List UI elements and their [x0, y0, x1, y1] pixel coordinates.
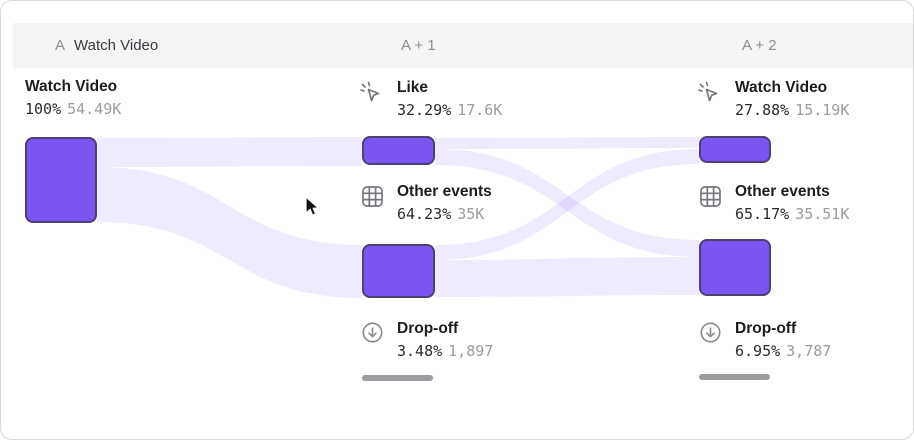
step-stats: 27.88% 15.19K [735, 101, 849, 119]
mouse-cursor-icon [304, 195, 322, 225]
events-grid-icon [361, 185, 384, 213]
step-count: 17.6K [457, 101, 503, 119]
sankey-node-other-events-a2[interactable] [699, 239, 771, 296]
flow-link-watchvideo-otherevents[interactable] [97, 167, 362, 298]
step-count: 35.51K [795, 205, 850, 223]
events-grid-icon [699, 185, 722, 213]
flow-link-watchvideo-like[interactable] [97, 137, 362, 167]
step-header-label: A + 1 [401, 37, 436, 54]
drop-off-bar [699, 374, 770, 380]
flow-link-like-otherevents2[interactable] [435, 149, 699, 257]
sankey-node-watch-video-a2[interactable] [699, 136, 771, 163]
step-percent: 32.29% [397, 101, 452, 119]
step-percent: 65.17% [735, 205, 790, 223]
step-stats: 3.48% 1,897 [397, 342, 493, 360]
flow-link-otherevents-watchvideo2[interactable] [435, 149, 699, 260]
sankey-node-like[interactable] [362, 136, 435, 165]
step-stats: 6.95% 3,787 [735, 342, 831, 360]
drop-off-icon [361, 321, 384, 349]
step-percent: 100% [25, 100, 62, 118]
step-label-watch-video-a2[interactable]: Watch Video [735, 79, 828, 96]
step-percent: 27.88% [735, 101, 790, 119]
step-header-label: Watch Video [74, 37, 159, 54]
step-count: 54.49K [67, 100, 122, 118]
drop-off-icon [699, 321, 722, 349]
step-header-label: A + 2 [742, 37, 777, 54]
step-label-drop-off-a2[interactable]: Drop-off [735, 320, 797, 337]
step-letter: A [55, 37, 66, 54]
flow-link-like-watchvideo2[interactable] [435, 137, 699, 149]
step-count: 35K [457, 205, 485, 223]
step-count: 15.19K [795, 101, 850, 119]
step-label-other-events[interactable]: Other events [397, 183, 492, 200]
step-percent: 64.23% [397, 205, 452, 223]
step-header-a1[interactable]: A + 1 [358, 23, 754, 68]
cursor-click-icon [358, 80, 383, 110]
sankey-node-other-events-a1[interactable] [362, 244, 435, 298]
step-count: 1,897 [448, 342, 494, 360]
step-stats: 100% 54.49K [25, 100, 121, 118]
step-header-a[interactable]: A Watch Video [13, 23, 410, 68]
step-label-drop-off[interactable]: Drop-off [397, 320, 459, 337]
step-stats: 64.23% 35K [397, 205, 484, 223]
sankey-node-watch-video-a[interactable] [25, 137, 97, 223]
drop-off-bar [362, 375, 433, 381]
step-label-like[interactable]: Like [397, 79, 429, 96]
step-percent: 3.48% [397, 342, 443, 360]
flow-link-otherevents-otherevents2[interactable] [435, 257, 699, 297]
step-percent: 6.95% [735, 342, 781, 360]
step-header-a2[interactable]: A + 2 [701, 23, 913, 68]
step-stats: 65.17% 35.51K [735, 205, 849, 223]
step-label-other-events-a2[interactable]: Other events [735, 183, 830, 200]
step-count: 3,787 [786, 342, 832, 360]
step-stats: 32.29% 17.6K [397, 101, 502, 119]
step-label-watch-video-a[interactable]: Watch Video [25, 78, 118, 95]
cursor-click-icon [696, 80, 721, 110]
